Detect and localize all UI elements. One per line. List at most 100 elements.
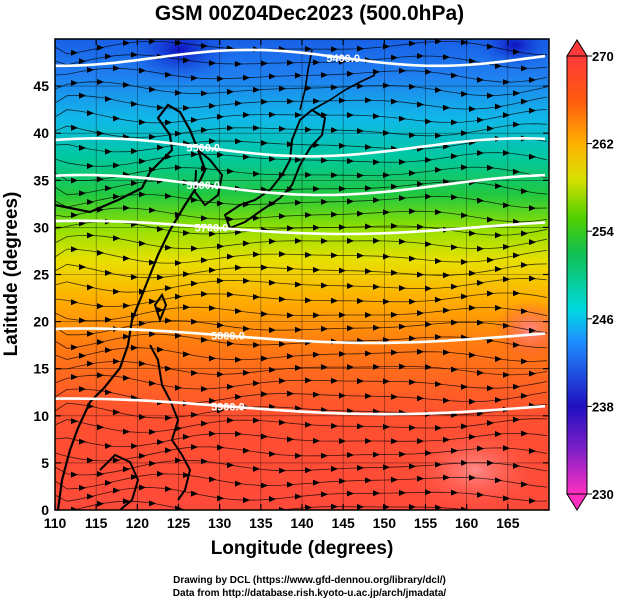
- flow-arrow: [131, 443, 138, 450]
- flow-arrow: [503, 202, 510, 209]
- flow-arrow: [253, 215, 260, 222]
- flow-arrow: [217, 113, 224, 120]
- flow-arrow: [443, 307, 450, 314]
- flow-arrow: [209, 267, 216, 274]
- flow-arrow: [487, 92, 494, 99]
- flow-arrow: [443, 397, 450, 404]
- flow-arrow: [97, 470, 104, 477]
- flow-arrow: [391, 222, 398, 229]
- x-tick-label: 120: [126, 515, 150, 531]
- y-tick-label: 30: [33, 219, 49, 235]
- flow-arrow: [209, 102, 216, 109]
- flow-arrow: [469, 106, 476, 113]
- flow-arrow: [217, 495, 224, 502]
- flow-arrow: [399, 238, 406, 245]
- flow-arrow: [305, 251, 312, 258]
- flow-arrow: [123, 40, 130, 47]
- flow-arrow: [469, 398, 476, 405]
- flow-arrow: [461, 164, 468, 171]
- flow-arrow: [87, 198, 94, 205]
- flow-arrow: [495, 232, 502, 239]
- flow-arrow: [425, 156, 432, 163]
- flow-arrow: [313, 98, 320, 105]
- flow-arrow: [435, 461, 442, 468]
- flow-arrow: [469, 352, 476, 359]
- flow-arrow: [295, 326, 302, 333]
- flow-arrow: [469, 433, 476, 440]
- flow-arrow: [261, 482, 268, 489]
- flow-arrow: [79, 317, 86, 324]
- flow-arrow: [477, 369, 484, 376]
- colorbar-label: 238: [592, 399, 614, 414]
- flow-arrow: [313, 266, 320, 273]
- flow-arrow: [71, 506, 78, 510]
- flow-arrow: [451, 244, 458, 251]
- flow-arrow: [235, 393, 242, 400]
- flow-arrow: [175, 384, 182, 391]
- flow-arrow: [373, 324, 380, 331]
- flow-arrow: [279, 85, 286, 92]
- flow-arrow: [227, 88, 234, 95]
- flow-arrow: [269, 279, 276, 286]
- flow-arrow: [391, 311, 398, 318]
- flow-arrow: [477, 197, 484, 204]
- flow-arrow: [365, 437, 372, 444]
- flow-arrow: [417, 271, 424, 278]
- flow-arrow: [521, 188, 528, 195]
- flow-arrow: [357, 298, 364, 305]
- flow-arrow: [105, 148, 112, 155]
- flow-arrow: [417, 53, 424, 60]
- flow-arrow: [435, 39, 442, 45]
- flow-arrow: [305, 297, 312, 304]
- flow-arrow: [235, 356, 242, 363]
- flow-arrow: [149, 331, 156, 338]
- flow-arrow: [97, 500, 104, 507]
- flow-arrow: [495, 397, 502, 404]
- flow-arrow: [513, 383, 520, 390]
- flow-arrow: [97, 339, 104, 346]
- flow-arrow: [477, 445, 484, 452]
- colorbar-labels: 270 262 254 246 238 230: [587, 49, 614, 502]
- credit-drawing: Drawing by DCL (https://www.gfd-dennou.o…: [173, 575, 446, 586]
- flow-arrow: [227, 253, 234, 260]
- flow-arrow: [287, 436, 294, 443]
- flow-arrow: [183, 304, 190, 311]
- flow-arrow: [253, 251, 260, 258]
- flow-arrow: [357, 423, 364, 430]
- flow-arrow: [217, 151, 224, 158]
- flow-arrow: [435, 258, 442, 265]
- flow-arrow: [331, 84, 338, 91]
- flow-arrow: [451, 194, 458, 201]
- flow-arrow: [123, 302, 130, 309]
- flow-arrow: [529, 370, 536, 377]
- flow-arrow: [183, 229, 190, 236]
- flow-arrow: [201, 42, 208, 49]
- flow-arrow: [373, 68, 380, 75]
- flow-arrow: [305, 421, 312, 428]
- flow-arrow: [227, 417, 234, 424]
- flow-arrow: [191, 490, 198, 497]
- flow-arrow: [165, 365, 172, 372]
- flow-arrow: [425, 321, 432, 328]
- flow-arrow: [269, 238, 276, 245]
- flow-arrow: [227, 291, 234, 298]
- flow-arrow: [365, 223, 372, 230]
- flow-arrow: [71, 344, 78, 351]
- flow-arrow: [383, 209, 390, 216]
- flow-arrow: [201, 90, 208, 97]
- flow-arrow: [165, 414, 172, 421]
- flow-arrow: [105, 347, 112, 354]
- contour-label: 5500.0: [186, 142, 220, 154]
- flow-arrow: [113, 65, 120, 72]
- x-tick-label: 135: [249, 515, 273, 531]
- flow-arrow: [71, 246, 78, 253]
- flow-arrow: [529, 327, 536, 334]
- contour-label: 5600.0: [186, 180, 220, 192]
- flow-arrow: [521, 308, 528, 315]
- flow-arrow: [113, 115, 120, 122]
- flow-arrow: [331, 46, 338, 53]
- flow-arrow: [513, 121, 520, 128]
- flow-arrow: [201, 458, 208, 465]
- flow-arrow: [331, 377, 338, 384]
- flow-arrow: [321, 282, 328, 289]
